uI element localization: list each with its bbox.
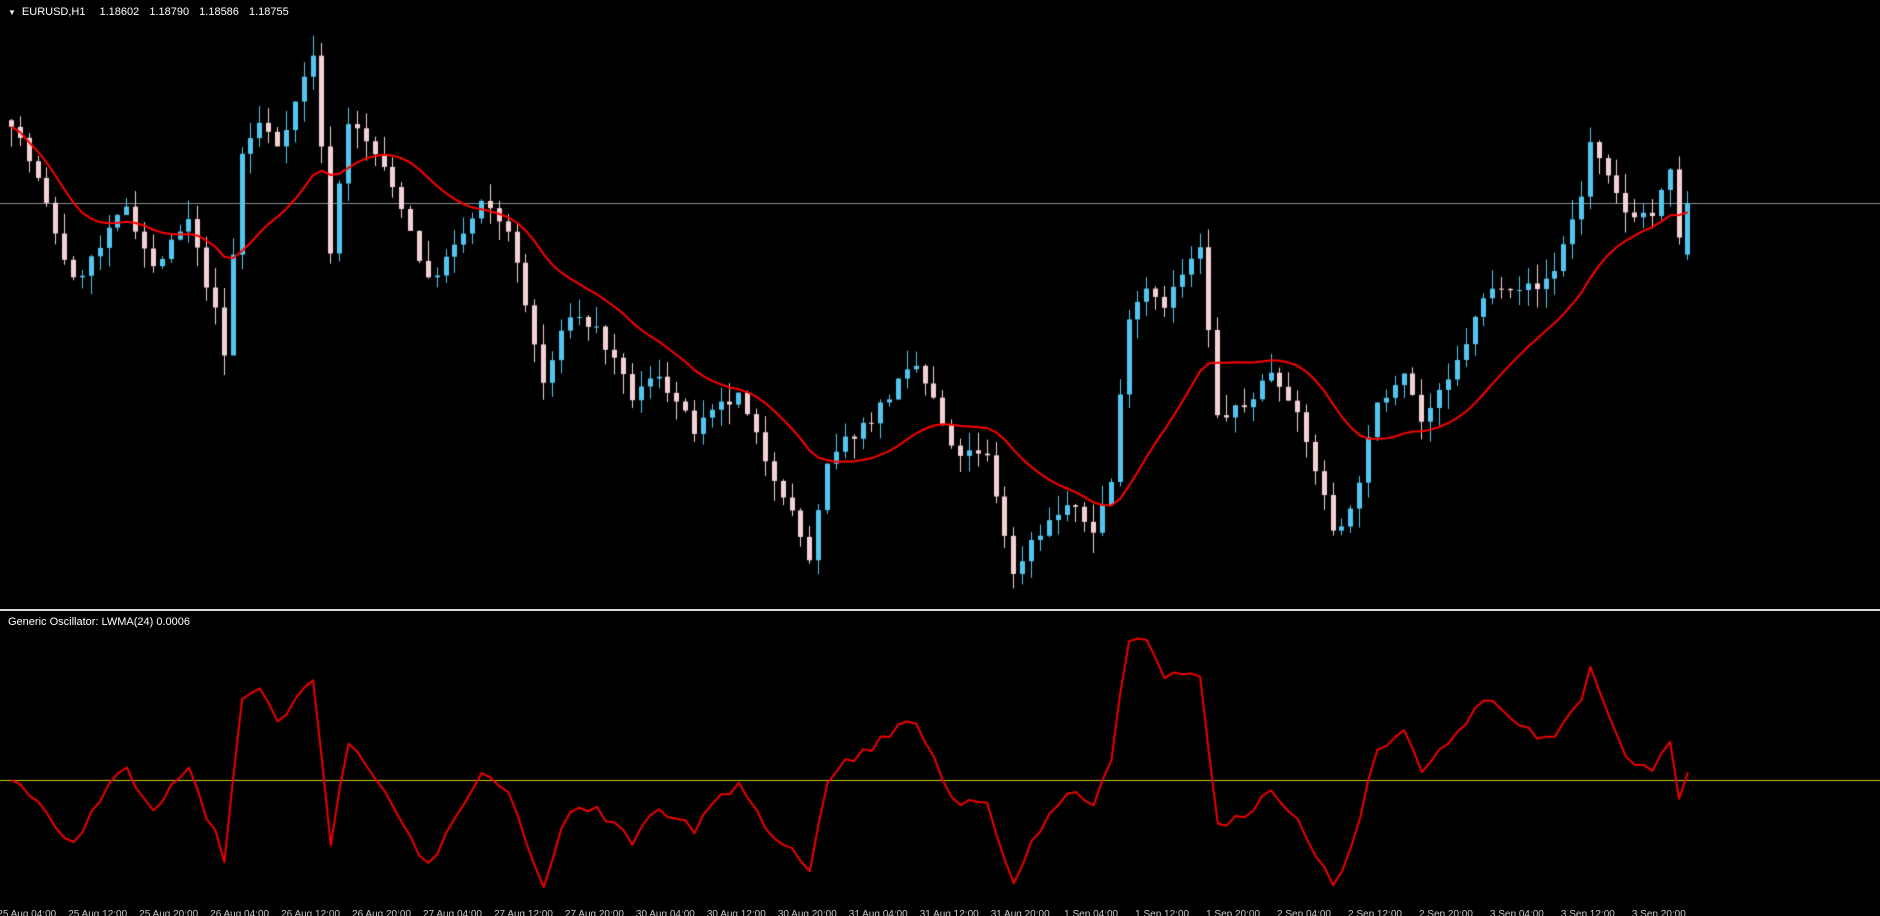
close-value: 1.18755 <box>248 6 289 18</box>
time-axis-label: 3 Sep 04:00 <box>1489 909 1544 916</box>
main-chart-canvas[interactable] <box>0 0 1880 609</box>
time-axis-label: 26 Aug 12:00 <box>281 909 341 916</box>
time-axis[interactable]: 25 Aug 04:00 25 Aug 12:00 25 Aug 20:00 26 A… <box>0 903 1880 916</box>
time-axis-label: 26 Aug 04:00 <box>210 909 270 916</box>
symbol-timeframe-label: EURUSD,H1 <box>21 6 86 18</box>
time-axis-label: 25 Aug 12:00 <box>68 909 128 916</box>
open-value: 1.18602 <box>99 6 140 18</box>
chart-title: ▼ EURUSD,H1 1.18602 1.18790 1.18586 1.18… <box>8 6 296 18</box>
time-axis-label: 30 Aug 04:00 <box>635 909 695 916</box>
oscillator-pane: Generic Oscillator: LWMA(24) 0.0006 <box>0 611 1880 903</box>
low-value: 1.18586 <box>199 6 239 18</box>
time-axis-label: 1 Sep 20:00 <box>1206 909 1261 916</box>
oscillator-canvas[interactable] <box>0 611 1880 903</box>
time-axis-label: 31 Aug 04:00 <box>848 909 908 916</box>
time-axis-label: 31 Aug 20:00 <box>990 909 1050 916</box>
time-axis-label: 2 Sep 20:00 <box>1418 909 1473 916</box>
time-axis-label: 27 Aug 04:00 <box>423 909 482 916</box>
time-axis-label: 3 Sep 12:00 <box>1560 909 1615 916</box>
time-axis-label: 26 Aug 20:00 <box>352 909 412 916</box>
main-chart-pane: ▼ EURUSD,H1 1.18602 1.18790 1.18586 1.18… <box>0 0 1880 609</box>
time-axis-label: 2 Sep 04:00 <box>1277 909 1331 916</box>
high-value: 1.18790 <box>149 6 190 18</box>
time-axis-label: 1 Sep 04:00 <box>1064 909 1119 916</box>
time-axis-label: 27 Aug 20:00 <box>564 909 624 916</box>
time-axis-label: 3 Sep 20:00 <box>1631 909 1686 916</box>
symbol-dropdown-icon[interactable]: ▼ <box>8 7 16 17</box>
time-axis-label: 30 Aug 12:00 <box>706 909 766 916</box>
pane-separator[interactable] <box>0 609 1880 611</box>
time-axis-label: 1 Sep 12:00 <box>1135 909 1190 916</box>
time-axis-label: 27 Aug 12:00 <box>493 909 553 916</box>
time-axis-label: 2 Sep 12:00 <box>1348 909 1402 916</box>
time-axis-label: 25 Aug 04:00 <box>0 909 57 916</box>
ohlc-values: 1.18602 1.18790 1.18586 1.18755 <box>100 6 296 18</box>
indicator-label: Generic Oscillator: LWMA(24) 0.0006 <box>8 616 190 628</box>
time-axis-label: 31 Aug 12:00 <box>919 909 979 916</box>
time-axis-label: 25 Aug 20:00 <box>139 909 199 916</box>
time-axis-label: 30 Aug 20:00 <box>777 909 837 916</box>
